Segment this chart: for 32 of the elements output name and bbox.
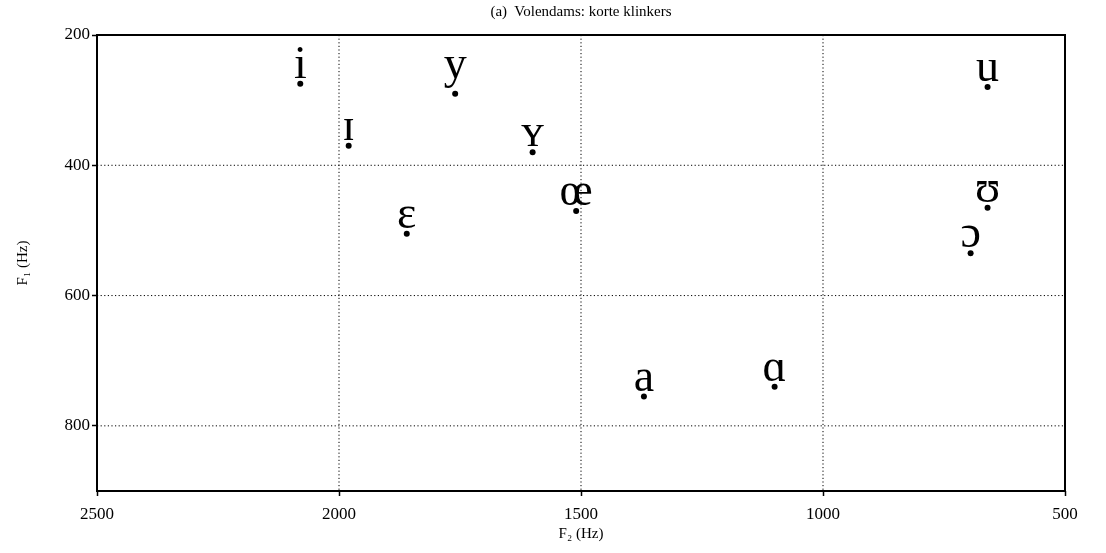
data-label: a <box>633 349 655 401</box>
point <box>403 230 410 237</box>
y-tick-label: 800 <box>64 415 90 435</box>
data-label: œ <box>559 163 593 215</box>
data-label: u <box>976 40 1000 92</box>
y-tick-label: 200 <box>64 24 90 44</box>
point <box>297 80 304 87</box>
y-tick-label: 600 <box>64 285 90 305</box>
x-tick-label: 2500 <box>80 503 114 523</box>
point <box>573 207 580 214</box>
x-tick-label: 500 <box>1052 503 1078 523</box>
point <box>984 204 991 211</box>
data-label: i <box>293 36 307 88</box>
x-axis-title: F₂ (Hz) <box>558 524 604 542</box>
y-tick-label: 400 <box>64 154 90 174</box>
x-tick-label: 1000 <box>806 503 840 523</box>
x-tick-label: 1500 <box>564 503 598 523</box>
data-label: ɪ <box>342 98 356 150</box>
chart-title: (a) Volendams: korte klinkers <box>490 2 672 20</box>
point <box>345 142 352 149</box>
point <box>640 393 647 400</box>
data-label: ɛ <box>397 186 417 238</box>
data-label: ɑ <box>762 339 787 391</box>
point <box>529 149 536 156</box>
data-label: y <box>443 36 467 88</box>
data-label: ʏ <box>521 105 545 157</box>
point <box>452 90 459 97</box>
point <box>984 84 991 91</box>
point <box>967 250 974 257</box>
x-tick-label: 2000 <box>322 503 356 523</box>
y-axis-title: F₁ (Hz) <box>13 240 31 286</box>
point <box>771 383 778 390</box>
